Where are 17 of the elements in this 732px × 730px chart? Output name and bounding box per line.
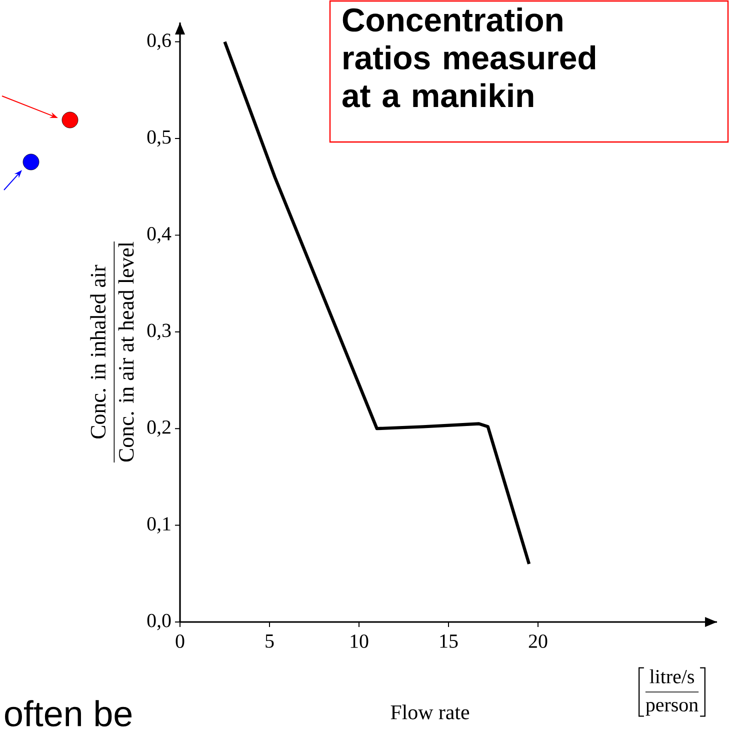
x-tick-label: 10 (350, 634, 368, 648)
text: $\left[\frac{\text{litre/s}}{\text{person}}\right]$ (638, 667, 706, 717)
x-axis-title: Flow rate (390, 704, 470, 720)
x-tick-label: 15 (440, 634, 458, 648)
y-tick-label: 0,5 (147, 130, 171, 147)
text: often be (5, 700, 132, 726)
y-tick-label: 0,1 (147, 517, 170, 534)
text: Concentration ratios measured at a manikin (342, 8, 596, 108)
x-tick-label: 0 (176, 634, 184, 648)
y-tick-label: 0,4 (147, 227, 172, 244)
y-axis-title: $\frac{\text{Conc. in inhaled air}}{\text{Conc. in air at head level}}$ (90, 242, 134, 462)
x-tick-label: 20 (528, 634, 548, 648)
y-tick-label: 0,6 (147, 34, 171, 50)
y-tick-label: 0,0 (147, 614, 171, 630)
y-tick-label: 0,3 (147, 324, 171, 340)
x-tick-label: 5 (266, 634, 274, 648)
y-tick-label: 0,2 (147, 420, 170, 437)
